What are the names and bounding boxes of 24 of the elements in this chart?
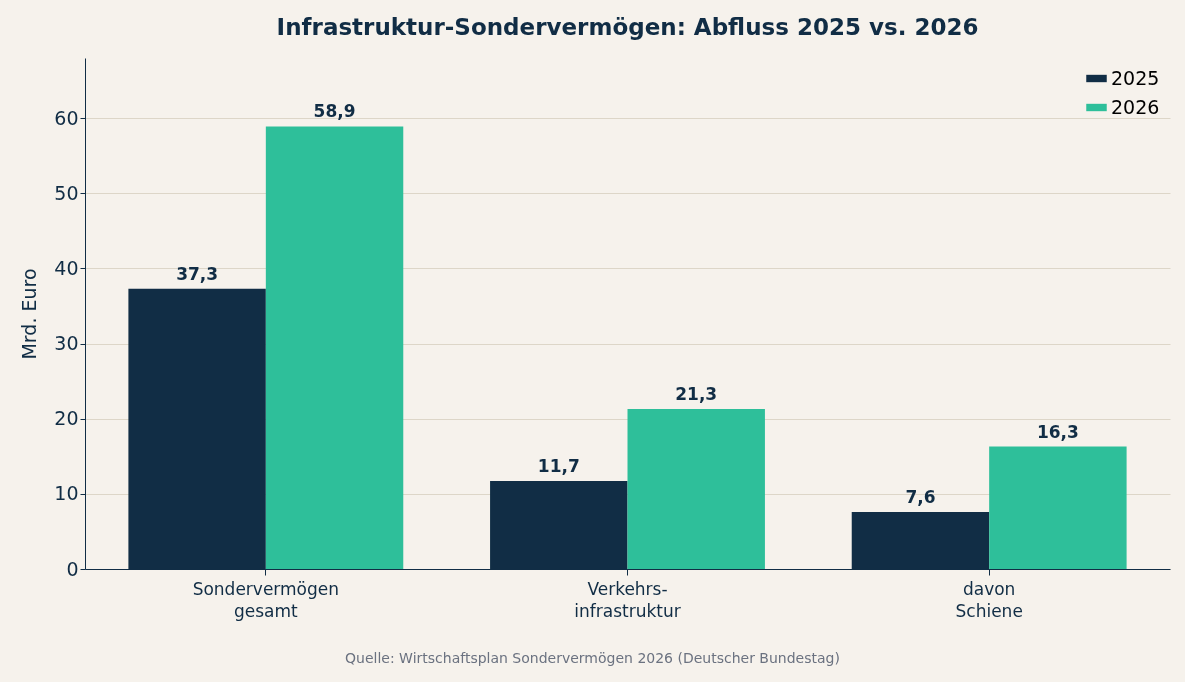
y-tick-label: 60 <box>54 106 79 129</box>
legend-label: 2026 <box>1111 95 1160 118</box>
x-tick-label: Sondervermögen gesamt <box>192 578 340 621</box>
data-label: 7,6 <box>905 486 936 507</box>
bar <box>989 446 1127 569</box>
data-label: 21,3 <box>675 383 718 404</box>
data-label: 11,7 <box>537 456 580 477</box>
chart-title: Infrastruktur-Sondervermögen: Abfluss 2025 vs. 2026 <box>276 14 979 40</box>
data-label: 58,9 <box>313 101 356 122</box>
data-label: 37,3 <box>176 263 219 284</box>
y-tick-label: 0 <box>66 557 79 580</box>
bar <box>627 408 765 569</box>
y-tick-label: 50 <box>54 181 79 204</box>
y-tick-label: 30 <box>54 332 79 355</box>
y-tick-label: 40 <box>54 256 79 279</box>
legend-label: 2025 <box>1111 66 1160 89</box>
source-note: Quelle: Wirtschaftsplan Sondervermögen 2026 (Deutscher Bundestag) <box>344 650 841 666</box>
x-tick-label: davon Schiene <box>955 578 1023 621</box>
y-tick-label: 10 <box>54 482 79 505</box>
data-label: 16,3 <box>1036 421 1079 442</box>
bar <box>265 126 404 569</box>
y-axis-title: Mrd. Euro <box>18 268 41 360</box>
x-tick-label: Verkehrs- infrastruktur <box>574 578 681 621</box>
y-tick-label: 20 <box>54 407 79 430</box>
